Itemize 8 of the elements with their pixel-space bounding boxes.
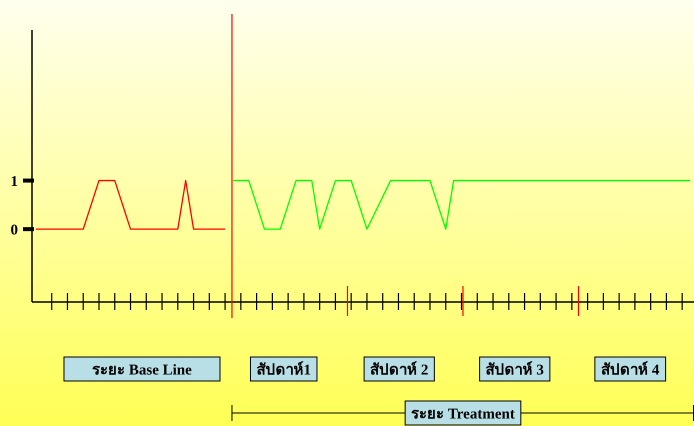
y-tick-label: 0 <box>10 222 18 238</box>
text: ระยะ Base Line <box>92 362 192 378</box>
text: สัปดาห์ 4 <box>601 360 660 378</box>
text: สัปดาห์ 2 <box>370 360 428 378</box>
text: ระยะ Treatment <box>411 406 515 422</box>
y-tick-label: 1 <box>10 174 18 190</box>
text: สัปดาห์1 <box>256 360 311 378</box>
text: สัปดาห์ 3 <box>486 360 544 378</box>
